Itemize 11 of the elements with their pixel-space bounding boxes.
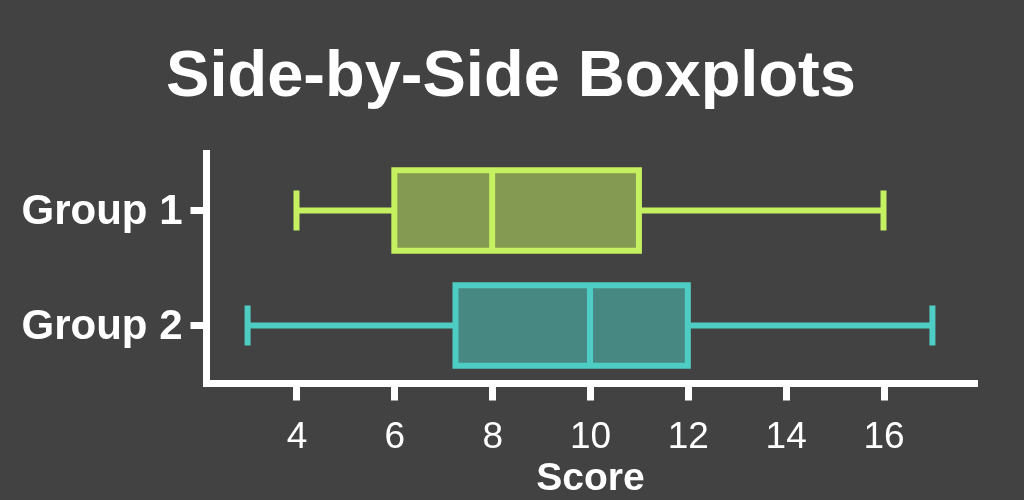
x-tick-label: 12 — [667, 414, 709, 456]
x-tick-label: 4 — [286, 414, 308, 456]
x-tick-label: 6 — [384, 414, 406, 456]
x-axis-title: Score — [536, 454, 645, 498]
x-tick-label: 14 — [765, 414, 807, 456]
x-tick-label: 8 — [482, 414, 503, 456]
x-tick-label: 10 — [569, 414, 612, 456]
chart-title: Side-by-Side Boxplots — [166, 37, 856, 110]
x-tick-label: 16 — [863, 414, 905, 456]
y-tick-label: Group 1 — [21, 185, 183, 233]
y-tick-label: Group 2 — [21, 300, 183, 348]
